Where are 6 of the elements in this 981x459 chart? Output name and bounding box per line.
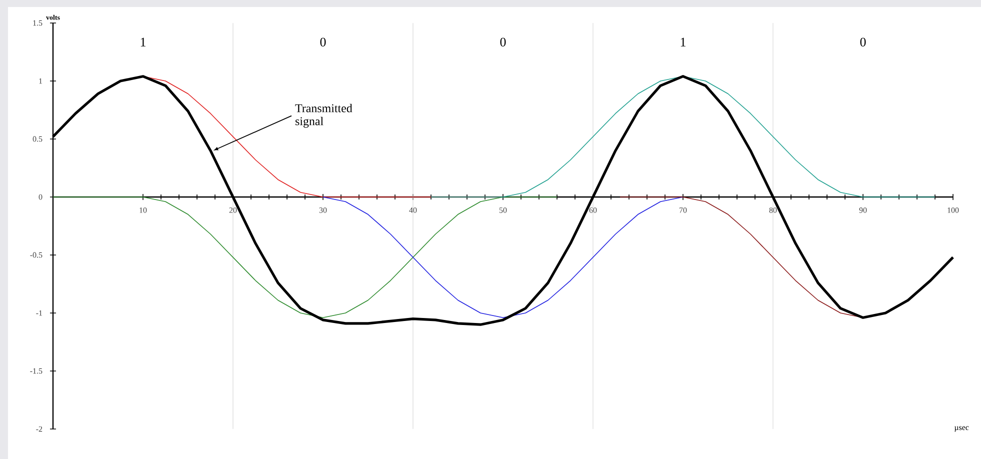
annotation: 0 bbox=[320, 38, 326, 46]
annotation: 1 bbox=[680, 38, 686, 46]
annotation: 0 bbox=[860, 38, 866, 46]
text: Transmitted signal bbox=[295, 104, 352, 128]
annotation: 1 bbox=[140, 38, 146, 46]
annotation: 0 bbox=[500, 38, 506, 46]
